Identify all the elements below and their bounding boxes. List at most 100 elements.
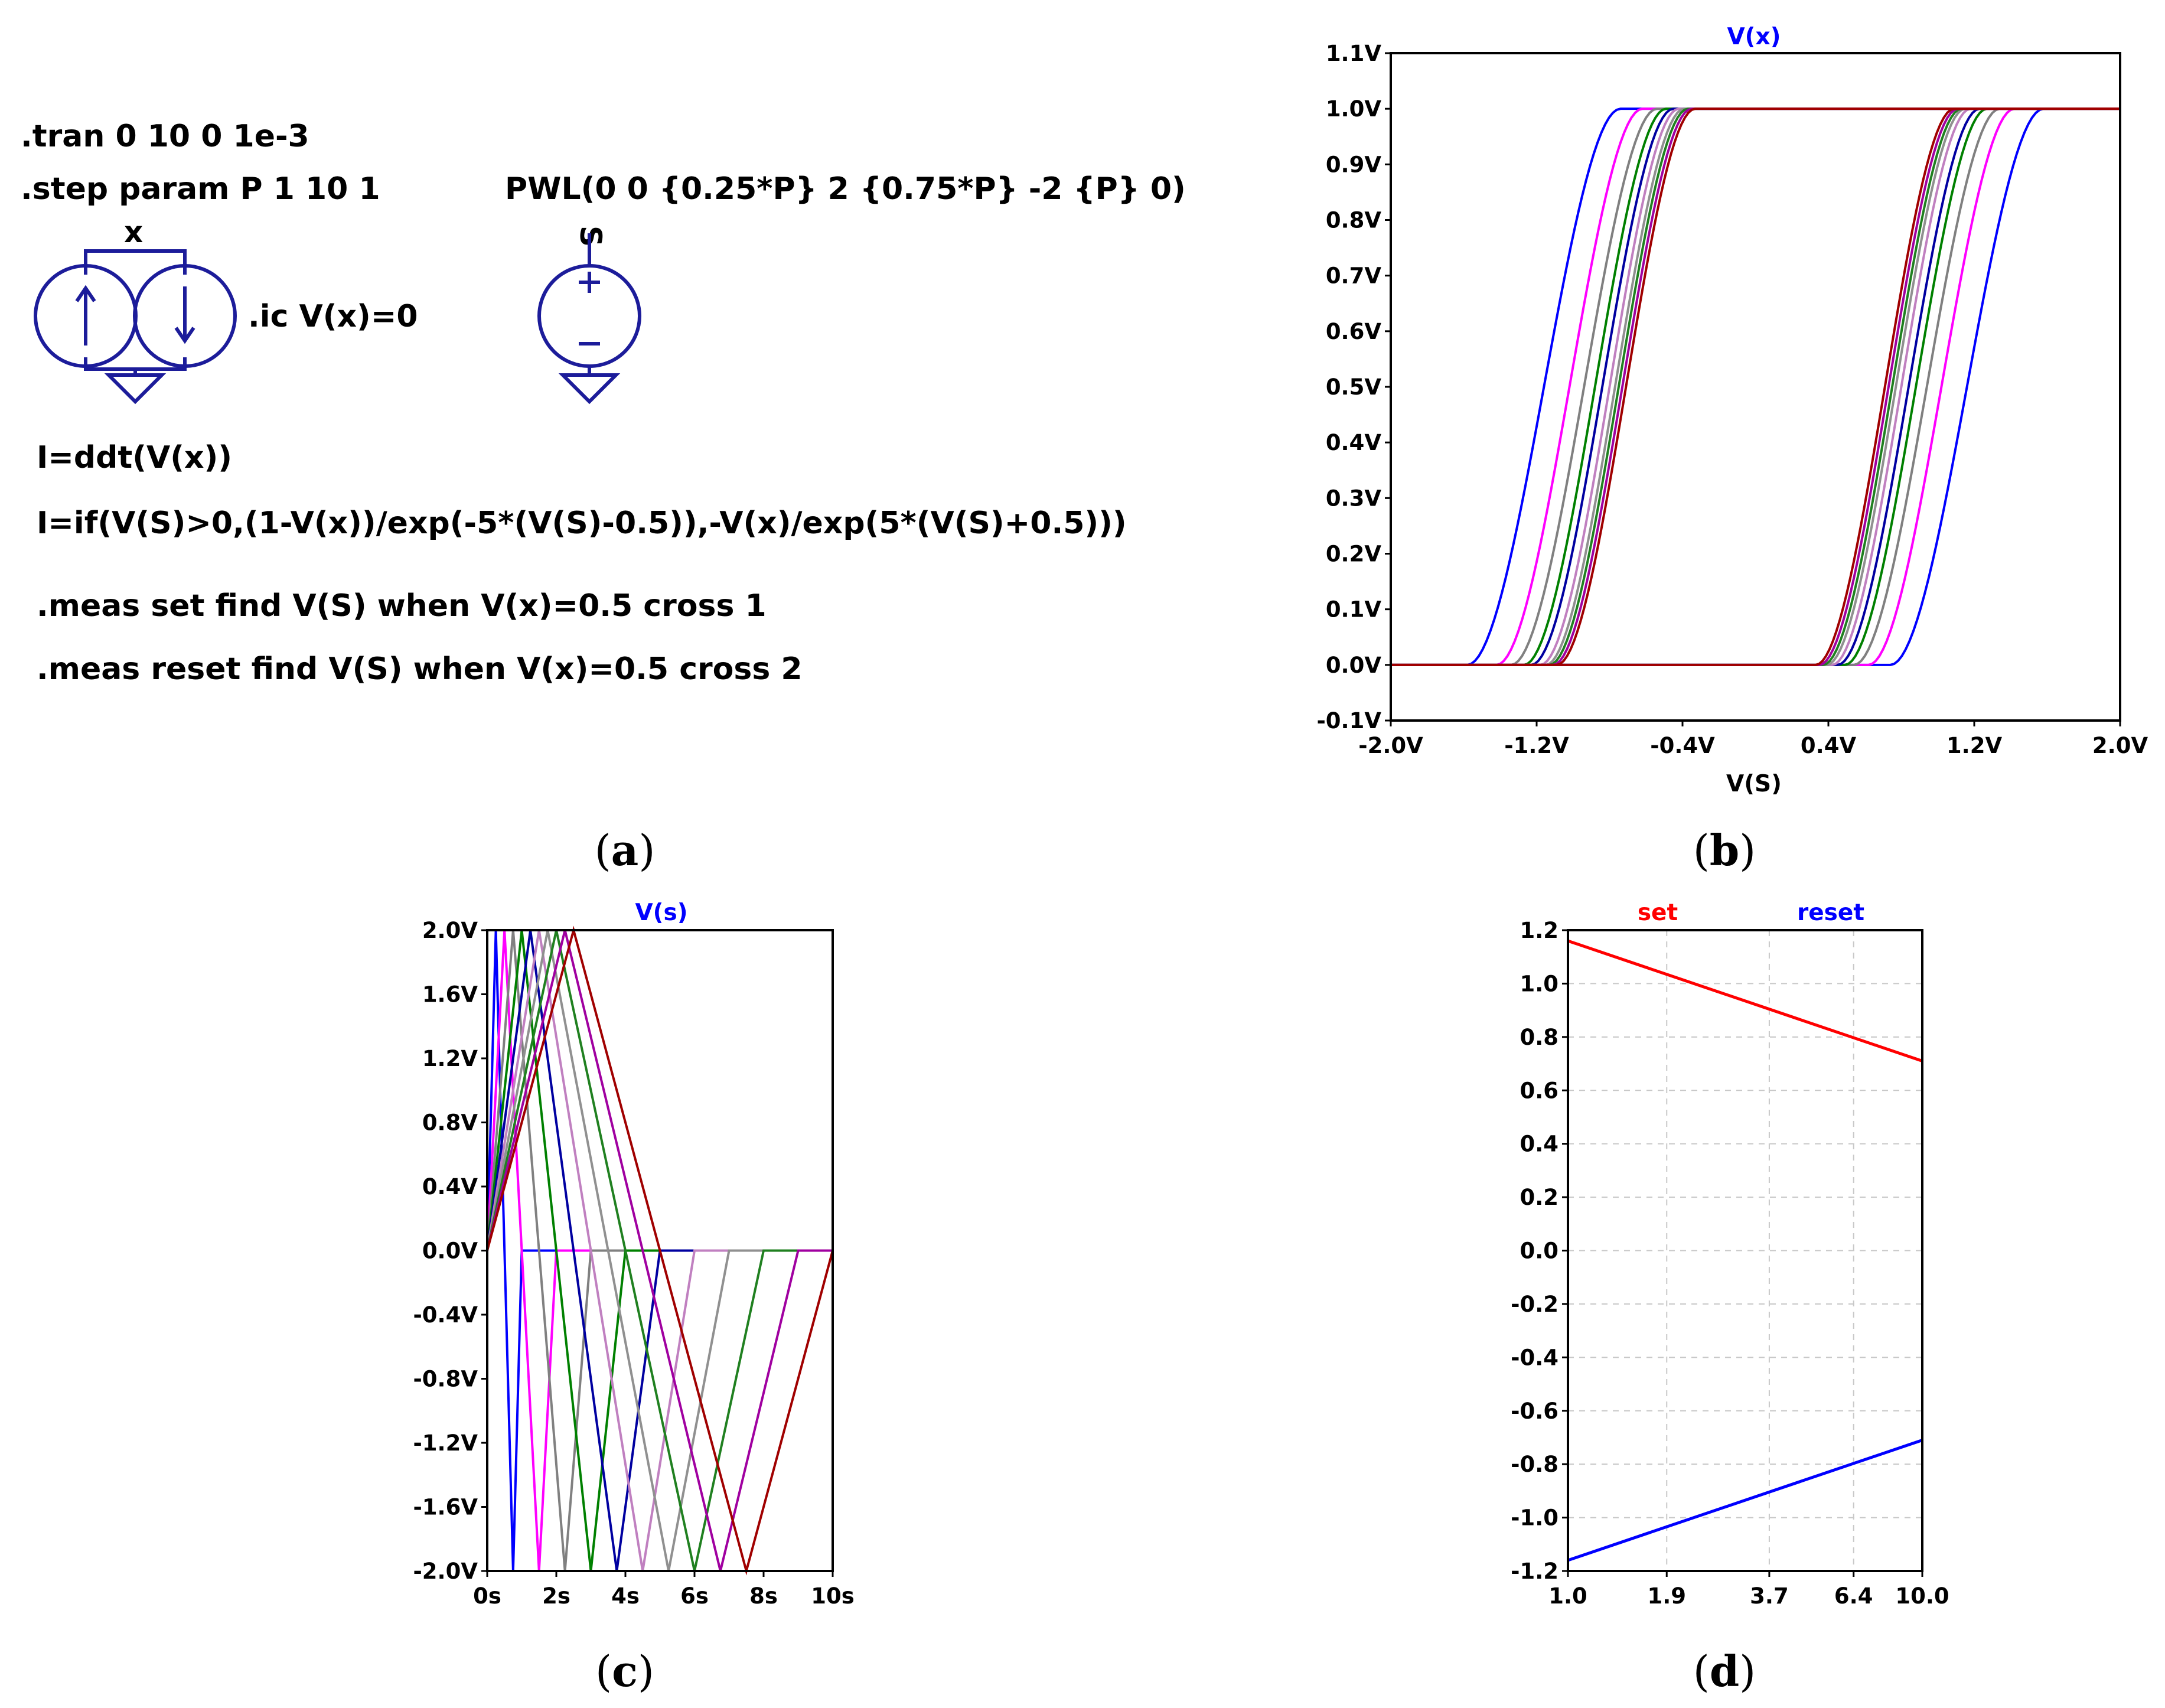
chart-c: V(s) 0s 2s 4s 6s 8s 10s -2.0V -1.6V -1.2V -0.8V -0… [413, 899, 854, 1609]
chart-d-traces [1567, 939, 1923, 1562]
x-tick-label: -2.0V [1358, 733, 1423, 758]
chart-d-legend-set: set [1638, 899, 1678, 926]
x-tick-label: 0s [473, 1583, 501, 1609]
reset-branch-trace-p6 [1391, 107, 2120, 666]
chart-b-traces [1391, 107, 2120, 666]
node-label-x: x [124, 215, 143, 249]
set-branch-trace-p9 [1391, 107, 2120, 666]
y-tick-label: 0.6V [1326, 319, 1382, 344]
y-tick-label: 2.0V [422, 918, 478, 943]
chart-b-xlabel: V(S) [1726, 771, 1782, 797]
y-tick-label: 0.0V [1326, 653, 1382, 678]
set-branch-trace-p5 [1391, 107, 2120, 666]
x-tick-label: 10.0 [1895, 1583, 1949, 1609]
y-tick-label: 0.5V [1326, 374, 1382, 400]
x-tick-label: 4s [611, 1583, 640, 1609]
voltage-source-icon [537, 264, 641, 368]
y-tick-label: 1.2V [422, 1046, 478, 1071]
caption-a-letter: a [611, 825, 639, 875]
reset-branch-trace-p4 [1391, 107, 2120, 666]
caption-b: (b) [1693, 825, 1756, 875]
x-tick-label: 1.2V [1946, 733, 2003, 758]
y-tick-label: 0.9V [1326, 152, 1382, 177]
reset-branch-trace-p1 [1391, 107, 2120, 666]
x-tick-label: -1.2V [1504, 733, 1569, 758]
y-tick-label: 0.4V [1326, 430, 1382, 455]
pwl-source-value: PWL(0 0 {0.25*P} 2 {0.75*P} -2 {P} 0) [505, 171, 1186, 207]
y-tick-label: -0.8 [1511, 1452, 1558, 1477]
y-tick-label: 0.2 [1520, 1185, 1558, 1210]
x-tick-label: 1.9 [1647, 1583, 1686, 1609]
reset-branch-trace-p3 [1391, 107, 2120, 666]
caption-a: (a) [595, 825, 656, 875]
set-branch-trace-p1 [1391, 107, 2120, 666]
x-tick-label: -0.4V [1650, 733, 1715, 758]
chart-b-title: V(x) [1727, 24, 1781, 50]
tran-directive: .tran 0 10 0 1e-3 [21, 119, 309, 154]
y-tick-label: 0.3V [1326, 485, 1382, 511]
current-source-down-icon [133, 264, 237, 368]
chart-b-axes: -2.0V -1.2V -0.4V 0.4V 1.2V 2.0V -0.1V 0.0V 0.1V… [1316, 41, 2148, 758]
y-tick-label: -1.6V [413, 1495, 478, 1520]
set-branch-trace-p8 [1391, 107, 2120, 666]
y-tick-label: 0.6 [1520, 1078, 1558, 1103]
x-tick-label: 6s [680, 1583, 709, 1609]
set-trace [1567, 939, 1923, 1062]
x-tick-label: 0.4V [1801, 733, 1857, 758]
reset-branch-trace-p10 [1391, 107, 2120, 666]
voltage-source-s: S [537, 226, 641, 405]
set-branch-trace-p3 [1391, 107, 2120, 666]
current-source-up-icon [34, 264, 138, 368]
x-tick-label: 6.4 [1834, 1583, 1873, 1609]
chart-d-axes: 1.0 1.9 3.7 6.4 10.0 -1.2 -1.0 -0.8 -0.6 -0.4 -0.2… [1511, 918, 1949, 1609]
y-tick-label: -1.2V [413, 1430, 478, 1456]
chart-c-axes: 0s 2s 4s 6s 8s 10s -2.0V -1.6V -1.2V -0.8V -0.4V 0.… [413, 918, 854, 1609]
set-branch-trace-p6 [1391, 107, 2120, 666]
caption-d: (d) [1693, 1646, 1756, 1696]
chart-b: V(x) -2.0V -1.2V -0.4V 0.4V 1.2V 2.0V -0.1V 0.0… [1316, 24, 2148, 797]
y-tick-label: 0.8V [1326, 208, 1382, 233]
x-tick-label: 8s [749, 1583, 778, 1609]
panel-a-schematic: .tran 0 10 0 1e-3 .step param P 1 10 1 P… [21, 119, 1186, 687]
chart-d-legend-reset: reset [1797, 899, 1864, 926]
reset-trace [1567, 1439, 1923, 1562]
x-tick-label: 2.0V [2092, 733, 2148, 758]
y-tick-label: 0.8V [422, 1110, 478, 1136]
x-tick-label: 3.7 [1750, 1583, 1789, 1609]
y-tick-label: 0.0V [422, 1238, 478, 1264]
x-tick-label: 10s [811, 1583, 855, 1609]
step-directive: .step param P 1 10 1 [21, 171, 380, 207]
y-tick-label: -0.6 [1511, 1399, 1558, 1424]
y-tick-label: 0.0 [1520, 1238, 1558, 1264]
caption-c: (c) [595, 1646, 654, 1696]
current-source-pair: x .ic V(x)=0 [34, 215, 418, 405]
y-tick-label: 1.0V [1326, 96, 1382, 122]
y-tick-label: -0.8V [413, 1367, 478, 1392]
x-tick-label: 1.0 [1548, 1583, 1587, 1609]
equation-ddt: I=ddt(V(x)) [37, 440, 232, 475]
y-tick-label: -0.1V [1316, 708, 1381, 734]
y-tick-label: -0.4V [413, 1302, 478, 1328]
y-tick-label: 0.4V [422, 1174, 478, 1199]
chart-d-frame [1567, 929, 1923, 1572]
y-tick-label: -1.2 [1511, 1559, 1558, 1584]
chart-b-frame [1390, 52, 2121, 722]
ic-directive: .ic V(x)=0 [248, 299, 418, 334]
y-tick-label: 0.2V [1326, 542, 1382, 567]
reset-branch-trace-p7 [1391, 107, 2120, 666]
svg-text:(d): (d) [1693, 1646, 1756, 1696]
chart-c-title: V(s) [635, 899, 687, 926]
ground-icon-source [558, 373, 621, 405]
caption-d-letter: d [1710, 1646, 1739, 1696]
y-tick-label: 0.7V [1326, 263, 1382, 289]
y-tick-label: 1.1V [1326, 41, 1382, 66]
set-branch-trace-p4 [1391, 107, 2120, 666]
chart-d: 1.0 1.9 3.7 6.4 10.0 -1.2 -1.0 -0.8 -0.6 -0.4 -0.2… [1511, 899, 1949, 1609]
chart-c-traces [486, 925, 834, 1576]
ground-icon [104, 369, 167, 405]
svg-text:(b): (b) [1693, 825, 1756, 875]
y-tick-label: 1.0 [1520, 971, 1558, 996]
y-tick-label: -0.2 [1511, 1292, 1558, 1317]
reset-branch-trace-p9 [1391, 107, 2120, 666]
chart-d-grid [1568, 930, 1922, 1571]
